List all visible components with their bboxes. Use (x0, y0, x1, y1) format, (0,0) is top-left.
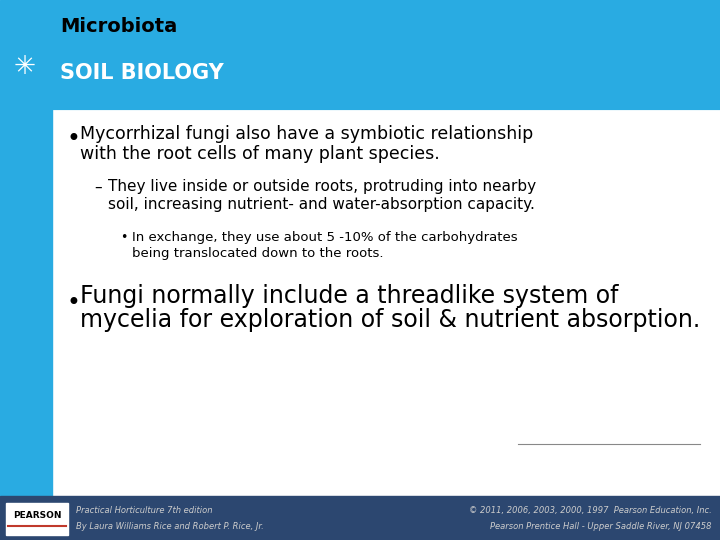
Bar (0, 496, 720, 540)
Text: mycelia for exploration of soil & nutrient absorption.: mycelia for exploration of soil & nutrie… (80, 308, 701, 332)
Text: SOIL BIOLOGY: SOIL BIOLOGY (60, 63, 224, 84)
Text: Practical Horticulture 7th edition: Practical Horticulture 7th edition (76, 505, 212, 515)
Text: Pearson Prentice Hall - Upper Saddle River, NJ 07458: Pearson Prentice Hall - Upper Saddle Riv… (490, 522, 712, 531)
Text: PEARSON: PEARSON (13, 511, 61, 519)
Bar (6, 503, 68, 535)
Text: with the root cells of many plant species.: with the root cells of many plant specie… (80, 145, 440, 163)
Text: •: • (66, 127, 80, 151)
Bar (0, 108, 52, 496)
Text: By Laura Williams Rice and Robert P. Rice, Jr.: By Laura Williams Rice and Robert P. Ric… (76, 522, 264, 531)
Text: –: – (94, 179, 102, 194)
Text: being translocated down to the roots.: being translocated down to the roots. (132, 247, 384, 260)
Text: ✳: ✳ (14, 54, 36, 80)
Text: © 2011, 2006, 2003, 2000, 1997  Pearson Education, Inc.: © 2011, 2006, 2003, 2000, 1997 Pearson E… (469, 505, 712, 515)
Bar (0, 108, 720, 496)
Bar (0, 0, 720, 108)
Text: Microbiota: Microbiota (60, 17, 177, 37)
Text: •: • (66, 291, 80, 315)
Text: Mycorrhizal fungi also have a symbiotic relationship: Mycorrhizal fungi also have a symbiotic … (80, 125, 534, 143)
Text: In exchange, they use about 5 -10% of the carbohydrates: In exchange, they use about 5 -10% of th… (132, 232, 518, 245)
Text: Fungi normally include a threadlike system of: Fungi normally include a threadlike syst… (80, 284, 618, 308)
Text: •: • (120, 232, 127, 245)
Text: soil, increasing nutrient- and water-absorption capacity.: soil, increasing nutrient- and water-abs… (108, 198, 535, 213)
Text: They live inside or outside roots, protruding into nearby: They live inside or outside roots, protr… (108, 179, 536, 194)
